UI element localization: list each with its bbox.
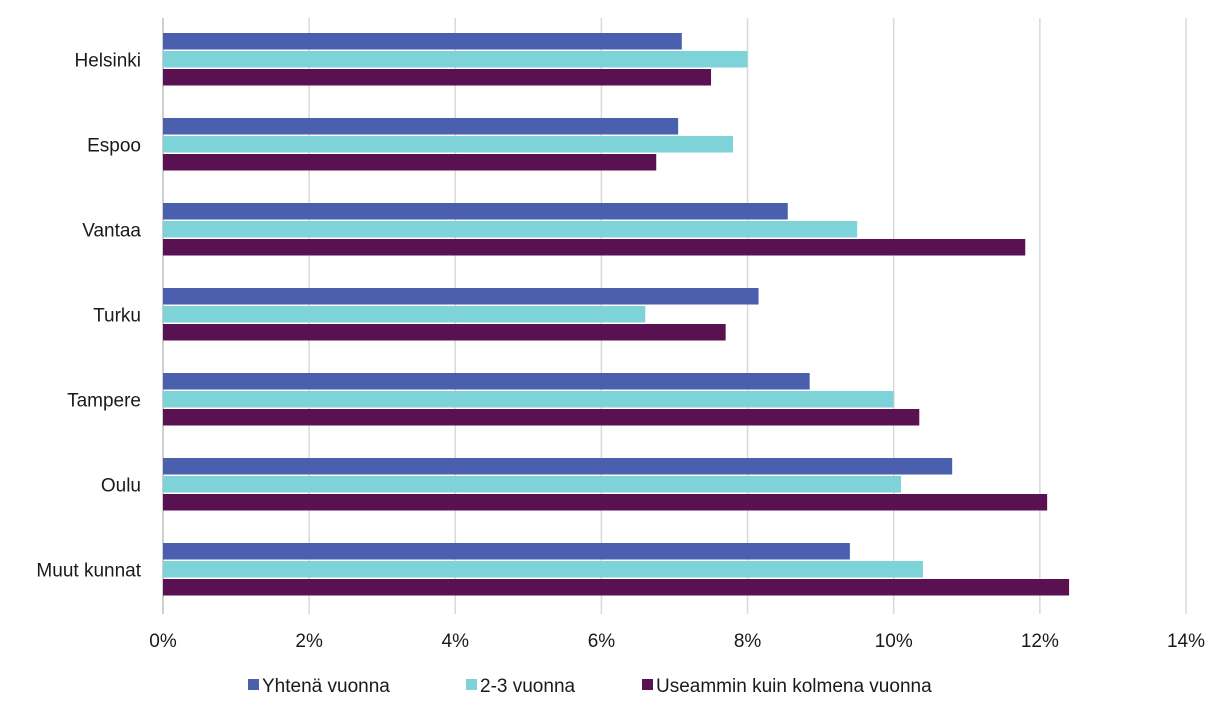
bar-helsinki-series-2: [163, 51, 748, 68]
bar-oulu-series-1: [163, 458, 953, 475]
bar-oulu-series-3: [163, 494, 1048, 511]
bar-vantaa-series-3: [163, 239, 1026, 256]
x-tick-label: 8%: [734, 631, 762, 652]
bar-turku-series-1: [163, 288, 759, 305]
legend-label: 2-3 vuonna: [480, 676, 576, 697]
bar-muut-kunnat-series-3: [163, 579, 1070, 596]
bar-vantaa-series-2: [163, 221, 858, 238]
bar-muut-kunnat-series-1: [163, 543, 850, 560]
x-tick-label: 12%: [1021, 631, 1059, 652]
legend: Yhtenä vuonna 2-3 vuonna Useammin kuin kol…: [248, 676, 932, 697]
bar-tampere-series-3: [163, 409, 920, 426]
category-label: Espoo: [87, 135, 141, 156]
bar-helsinki-series-3: [163, 69, 712, 86]
bar-tampere-series-1: [163, 373, 810, 390]
category-labels: Helsinki Espoo Vantaa Turku Tampere Oulu Muut …: [36, 50, 141, 581]
bar-turku-series-3: [163, 324, 726, 341]
bar-helsinki-series-1: [163, 33, 682, 50]
category-label: Helsinki: [74, 50, 141, 71]
x-tick-labels: 0% 2% 4% 6% 8% 10% 12% 14%: [149, 631, 1205, 652]
legend-swatch: [466, 679, 477, 690]
bar-tampere-series-2: [163, 391, 894, 408]
legend-swatch: [642, 679, 653, 690]
bar-espoo-series-2: [163, 136, 733, 153]
legend-label: Yhtenä vuonna: [262, 676, 390, 697]
x-tick-label: 6%: [588, 631, 616, 652]
x-tick-label: 14%: [1167, 631, 1205, 652]
x-tick-label: 4%: [442, 631, 470, 652]
category-label: Vantaa: [82, 220, 141, 241]
bars: [163, 33, 1070, 596]
bar-oulu-series-2: [163, 476, 902, 493]
bar-turku-series-2: [163, 306, 646, 323]
x-tick-label: 0%: [149, 631, 177, 652]
x-tick-label: 10%: [875, 631, 913, 652]
legend-swatch: [248, 679, 259, 690]
category-label: Muut kunnat: [36, 560, 141, 581]
x-tick-label: 2%: [295, 631, 323, 652]
bar-vantaa-series-1: [163, 203, 788, 220]
bar-espoo-series-1: [163, 118, 679, 135]
bar-espoo-series-3: [163, 154, 657, 171]
category-label: Tampere: [67, 390, 141, 411]
category-label: Turku: [93, 305, 141, 326]
bar-muut-kunnat-series-2: [163, 561, 923, 578]
category-label: Oulu: [101, 475, 141, 496]
legend-label: Useammin kuin kolmena vuonna: [656, 676, 932, 697]
